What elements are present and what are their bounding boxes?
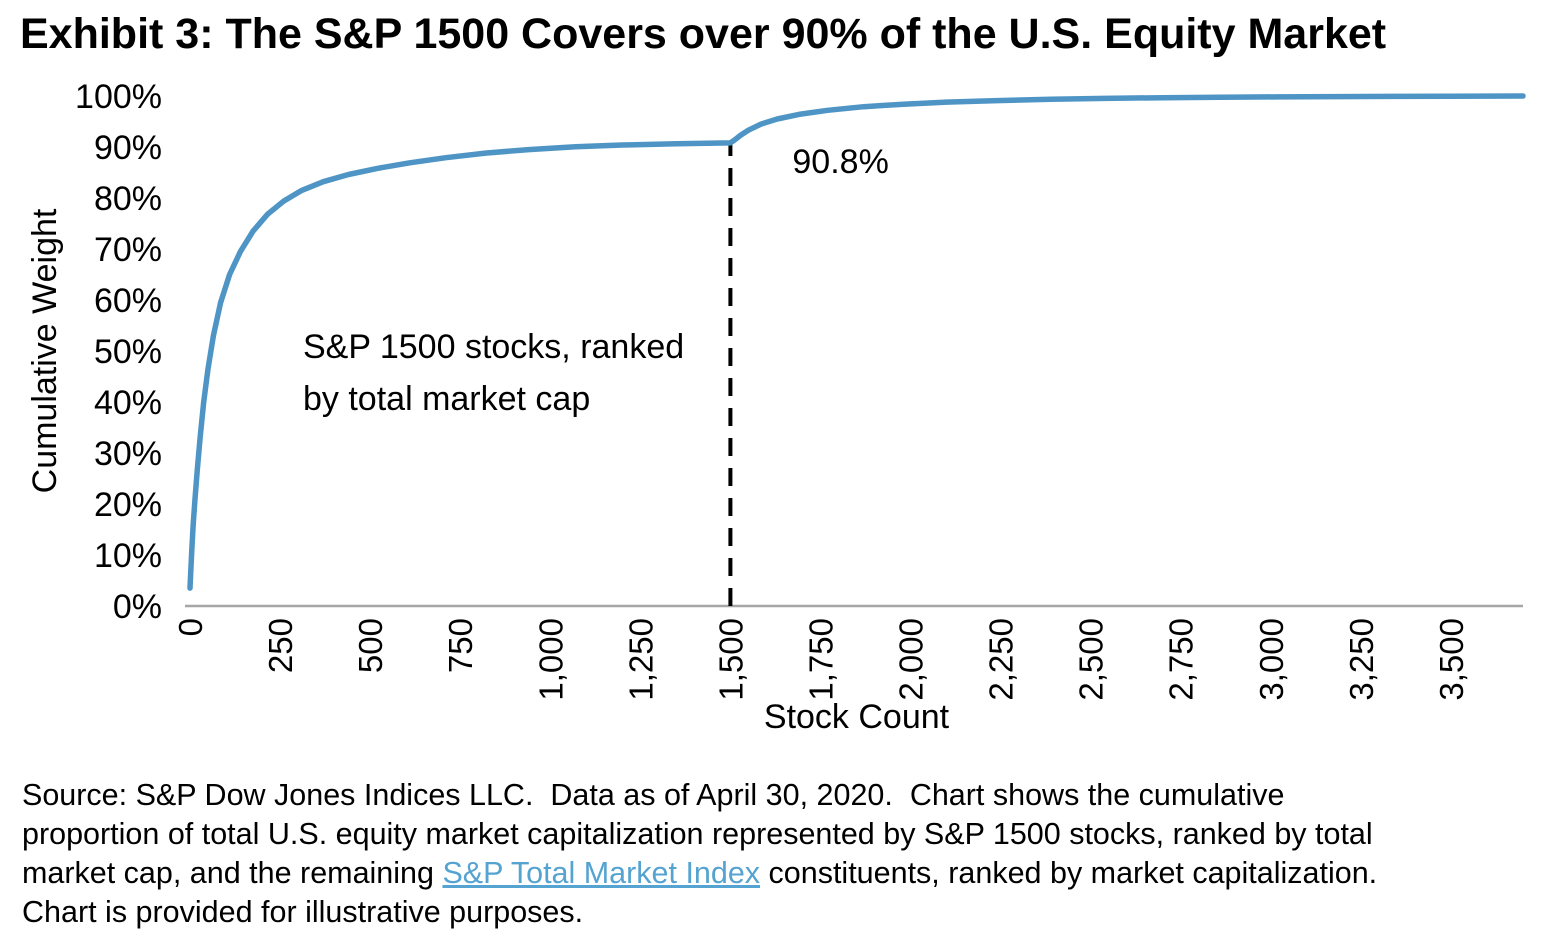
x-tick-label: 1,250 xyxy=(622,618,659,701)
x-tick-label: 1,500 xyxy=(712,618,749,701)
x-tick-label: 2,250 xyxy=(983,618,1020,701)
x-tick-label: 2,500 xyxy=(1073,618,1110,701)
x-axis-title: Stock Count xyxy=(764,698,950,736)
y-tick-label: 30% xyxy=(94,435,162,473)
curve-annotation: by total market cap xyxy=(303,380,590,418)
x-tick-label: 1,000 xyxy=(532,618,569,701)
sp-total-market-index-link[interactable]: S&P Total Market Index xyxy=(442,856,761,890)
y-tick-label: 10% xyxy=(94,537,162,575)
y-tick-label: 100% xyxy=(75,78,162,116)
y-tick-label: 40% xyxy=(94,384,162,422)
y-tick-label: 80% xyxy=(94,180,162,218)
y-tick-label: 50% xyxy=(94,333,162,371)
source-text: Chart is provided for illustrative purpo… xyxy=(22,895,584,929)
x-tick-label: 3,500 xyxy=(1433,618,1470,701)
source-line: Source: S&P Dow Jones Indices LLC. Data … xyxy=(22,776,1563,815)
x-tick-label: 1,750 xyxy=(802,618,839,701)
source-text: proportion of total U.S. equity market c… xyxy=(22,817,1373,851)
page-title: Exhibit 3: The S&P 1500 Covers over 90% … xyxy=(20,10,1387,58)
y-tick-label: 90% xyxy=(94,129,162,167)
y-tick-label: 0% xyxy=(113,588,162,626)
x-tick-label: 2,000 xyxy=(893,618,930,701)
x-tick-label: 250 xyxy=(262,618,299,673)
y-tick-label: 20% xyxy=(94,486,162,524)
curve-annotation: S&P 1500 stocks, ranked xyxy=(303,328,684,366)
y-axis-title: Cumulative Weight xyxy=(26,208,64,493)
x-tick-label: 3,000 xyxy=(1253,618,1290,701)
source-text: market cap, and the remaining xyxy=(22,856,443,890)
x-tick-label: 2,750 xyxy=(1163,618,1200,701)
x-tick-label: 0 xyxy=(172,618,209,636)
y-tick-label: 60% xyxy=(94,282,162,320)
source-text: Source: S&P Dow Jones Indices LLC. Data … xyxy=(22,778,1285,812)
x-tick-label: 750 xyxy=(442,618,479,673)
x-tick-label: 3,250 xyxy=(1343,618,1380,701)
source-line: market cap, and the remaining S&P Total … xyxy=(22,854,1563,893)
source-line: proportion of total U.S. equity market c… xyxy=(22,815,1563,854)
cumulative-weight-line xyxy=(187,93,1526,591)
chart-svg: 0% 10% 20% 30% 40% 50% 60% 70% 80% 90% 100% Cumulat… xyxy=(26,78,1526,736)
threshold-value-label: 90.8% xyxy=(792,143,888,181)
source-text: constituents, ranked by market capitaliz… xyxy=(760,856,1378,890)
source-line: Chart is provided for illustrative purpo… xyxy=(22,893,1563,932)
x-tick-label: 500 xyxy=(352,618,389,673)
source-note: Source: S&P Dow Jones Indices LLC. Data … xyxy=(0,768,1563,932)
y-tick-label: 70% xyxy=(94,231,162,269)
